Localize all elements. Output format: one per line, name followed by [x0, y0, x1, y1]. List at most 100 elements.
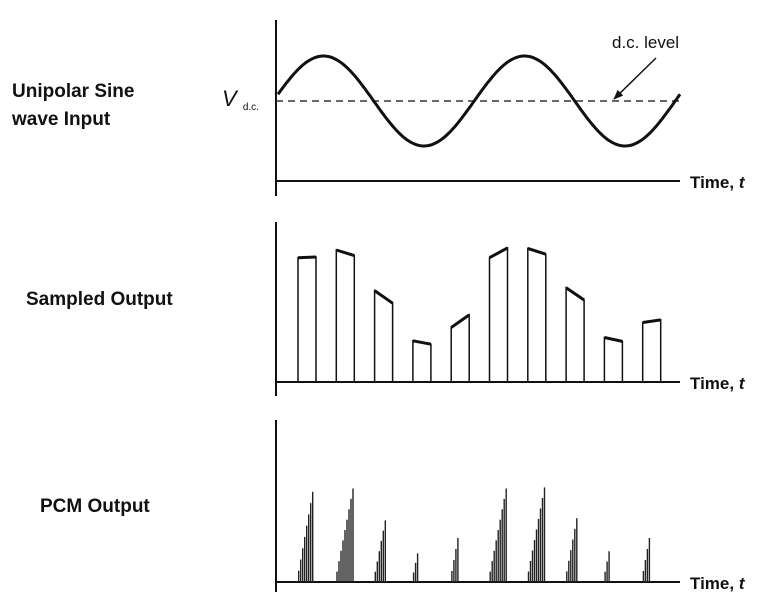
pcm-bar: [382, 530, 384, 582]
pcm-bar: [644, 560, 647, 582]
pcm-bar: [300, 559, 302, 582]
pcm-bar: [378, 551, 380, 582]
pcm-bar: [306, 525, 308, 582]
sample-pulse-top: [373, 289, 394, 305]
dc-level-arrow: [613, 57, 657, 100]
sample-pulse-top: [412, 339, 432, 346]
pcm-bar: [348, 509, 350, 582]
vdc-main: V: [222, 86, 239, 111]
input-label-line2: wave Input: [12, 109, 111, 130]
pcm-bar: [533, 540, 536, 582]
pcm-bar: [493, 550, 495, 582]
sample-pulse: [488, 246, 509, 382]
time-label-3-var: t: [739, 574, 746, 593]
sample-pulse-top: [297, 255, 317, 260]
vdc-subscript: d.c.: [243, 102, 259, 113]
pcm-bar: [537, 518, 540, 582]
pcm-bar: [453, 560, 455, 582]
time-label-1: Time, t: [690, 173, 746, 192]
pcm-bar: [642, 571, 645, 582]
time-label-2-text: Time,: [690, 374, 739, 393]
pcm-bar: [497, 530, 499, 582]
input-label-line1: Unipolar Sine: [12, 81, 135, 102]
pcm-bar: [346, 519, 348, 582]
sample-pulse: [373, 289, 394, 382]
dc-level-label: d.c. level: [612, 33, 679, 52]
pcm-bar: [543, 487, 546, 582]
sample-pulse-top: [642, 318, 661, 324]
pcm-bar: [491, 561, 493, 582]
pcm-bar: [302, 548, 304, 582]
pcm-bar: [384, 520, 386, 582]
pcm-bar: [457, 538, 459, 582]
pcm-bar: [376, 561, 378, 582]
sine-wave: [276, 54, 682, 148]
pcm-bar: [416, 553, 419, 582]
pcm-bar: [501, 509, 503, 582]
pcm-bar: [342, 540, 344, 582]
sample-pulse: [412, 339, 432, 382]
pcm-bar: [412, 572, 415, 582]
pcm-bar: [606, 561, 608, 582]
pcm-bar: [646, 549, 649, 582]
input-label: Unipolar Sine wave Input: [12, 78, 134, 134]
time-label-2: Time, t: [690, 374, 746, 393]
sampled-panel: Time, t: [275, 222, 746, 396]
pcm-bar: [374, 571, 376, 582]
sample-pulse-top: [604, 336, 623, 343]
sampled-label: Sampled Output: [26, 289, 173, 310]
pcm-bar: [608, 551, 610, 582]
pcm-bar: [527, 571, 530, 582]
pcm-bar: [495, 540, 497, 582]
pcm-bar: [531, 550, 534, 582]
pcm-bar: [505, 488, 507, 582]
sample-pulse: [603, 336, 624, 382]
pcm-bar: [499, 519, 501, 582]
pcm-bar: [340, 550, 342, 582]
sample-pulse: [335, 248, 356, 382]
time-label-2-var: t: [739, 374, 746, 393]
sampled-pulses: [297, 246, 662, 382]
pcm-bar: [503, 498, 505, 582]
sample-pulse: [527, 247, 547, 382]
pcm-bar: [604, 571, 606, 582]
sample-pulse-top: [335, 248, 355, 258]
sample-pulse-top: [565, 286, 585, 302]
time-label-1-text: Time,: [690, 173, 739, 192]
pcm-bar: [455, 549, 457, 582]
pcm-bar: [539, 508, 542, 582]
sample-pulse-top: [527, 246, 547, 256]
sample-pulse-top: [488, 246, 509, 260]
pcm-bar: [352, 488, 354, 582]
pcm-bar: [380, 540, 382, 582]
pcm-bar: [529, 561, 532, 582]
pcm-bar: [344, 530, 346, 582]
pcm-bars: [298, 487, 651, 582]
pcm-bar: [568, 560, 570, 582]
pcm-bar: [310, 503, 312, 582]
pcm-bar: [566, 571, 568, 582]
pcm-bar: [312, 491, 314, 582]
time-label-1-var: t: [739, 173, 746, 192]
pcm-bar: [574, 528, 576, 582]
pcm-bar: [535, 529, 538, 582]
pcm-bar: [576, 518, 578, 582]
pcm-bar: [304, 536, 306, 582]
pcm-bar: [350, 498, 352, 582]
sample-pulse: [641, 319, 662, 382]
sample-pulse: [565, 286, 585, 382]
time-label-3: Time, t: [690, 574, 746, 593]
pcm-bar: [570, 550, 572, 582]
pcm-bar: [336, 571, 338, 582]
pcm-bar: [648, 538, 651, 582]
time-label-3-text: Time,: [690, 574, 739, 593]
vdc-label: V d.c.: [222, 86, 259, 113]
pcm-bar: [489, 571, 491, 582]
pcm-bar: [572, 539, 574, 582]
sample-pulse: [297, 256, 317, 382]
pcm-bar: [298, 570, 300, 582]
pcm-bar: [451, 571, 453, 582]
pcm-bar: [308, 514, 310, 582]
pcm-label: PCM Output: [40, 496, 150, 517]
